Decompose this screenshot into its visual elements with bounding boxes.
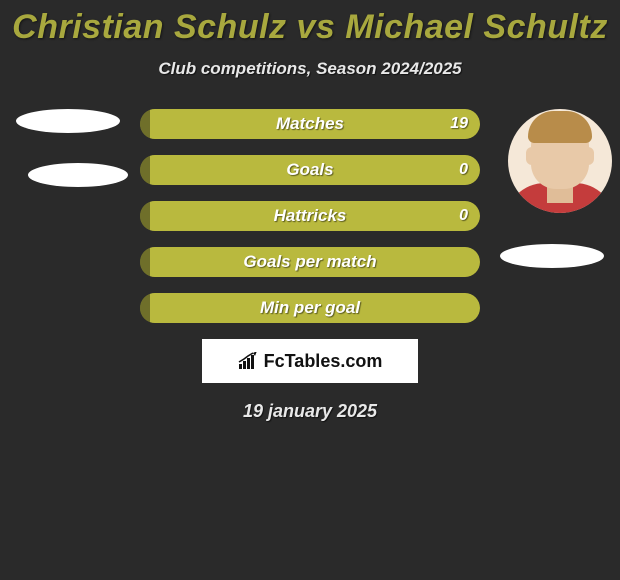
vs-separator: vs: [287, 8, 346, 46]
stat-bar-left-fill: [140, 109, 150, 139]
stat-label: Goals per match: [243, 252, 376, 272]
stat-bar-left-fill: [140, 293, 150, 323]
snapshot-date: 19 january 2025: [0, 401, 620, 422]
stat-bar: Goals 0: [140, 155, 480, 185]
stat-bar: Min per goal: [140, 293, 480, 323]
comparison-panel: Matches 19 Goals 0 Hattricks 0 Goals per match…: [0, 109, 620, 422]
stat-value-right: 0: [459, 207, 468, 225]
stat-bar-left-fill: [140, 155, 150, 185]
brand-badge: FcTables.com: [202, 339, 418, 383]
placeholder-ellipse: [500, 244, 604, 268]
placeholder-ellipse: [16, 109, 120, 133]
player-right-name: Michael Schultz: [345, 8, 608, 46]
stat-label: Hattricks: [274, 206, 347, 226]
stat-bar: Matches 19: [140, 109, 480, 139]
stat-bar-left-fill: [140, 247, 150, 277]
stat-bar: Hattricks 0: [140, 201, 480, 231]
page-title: Christian Schulz vs Michael Schultz: [0, 0, 620, 47]
placeholder-ellipse: [28, 163, 128, 187]
stat-label: Min per goal: [260, 298, 360, 318]
player-left-name: Christian Schulz: [12, 8, 286, 46]
stat-label: Goals: [286, 160, 333, 180]
player-right-avatar-area: [508, 109, 612, 213]
stat-label: Matches: [276, 114, 344, 134]
stat-value-right: 19: [450, 115, 468, 133]
subtitle: Club competitions, Season 2024/2025: [0, 59, 620, 79]
stat-bar-left-fill: [140, 201, 150, 231]
player-right-avatar: [508, 109, 612, 213]
stat-value-right: 0: [459, 161, 468, 179]
brand-text: FcTables.com: [264, 351, 383, 372]
stat-bar: Goals per match: [140, 247, 480, 277]
stats-bars: Matches 19 Goals 0 Hattricks 0 Goals per match…: [140, 109, 480, 323]
chart-bars-icon: [238, 352, 260, 370]
